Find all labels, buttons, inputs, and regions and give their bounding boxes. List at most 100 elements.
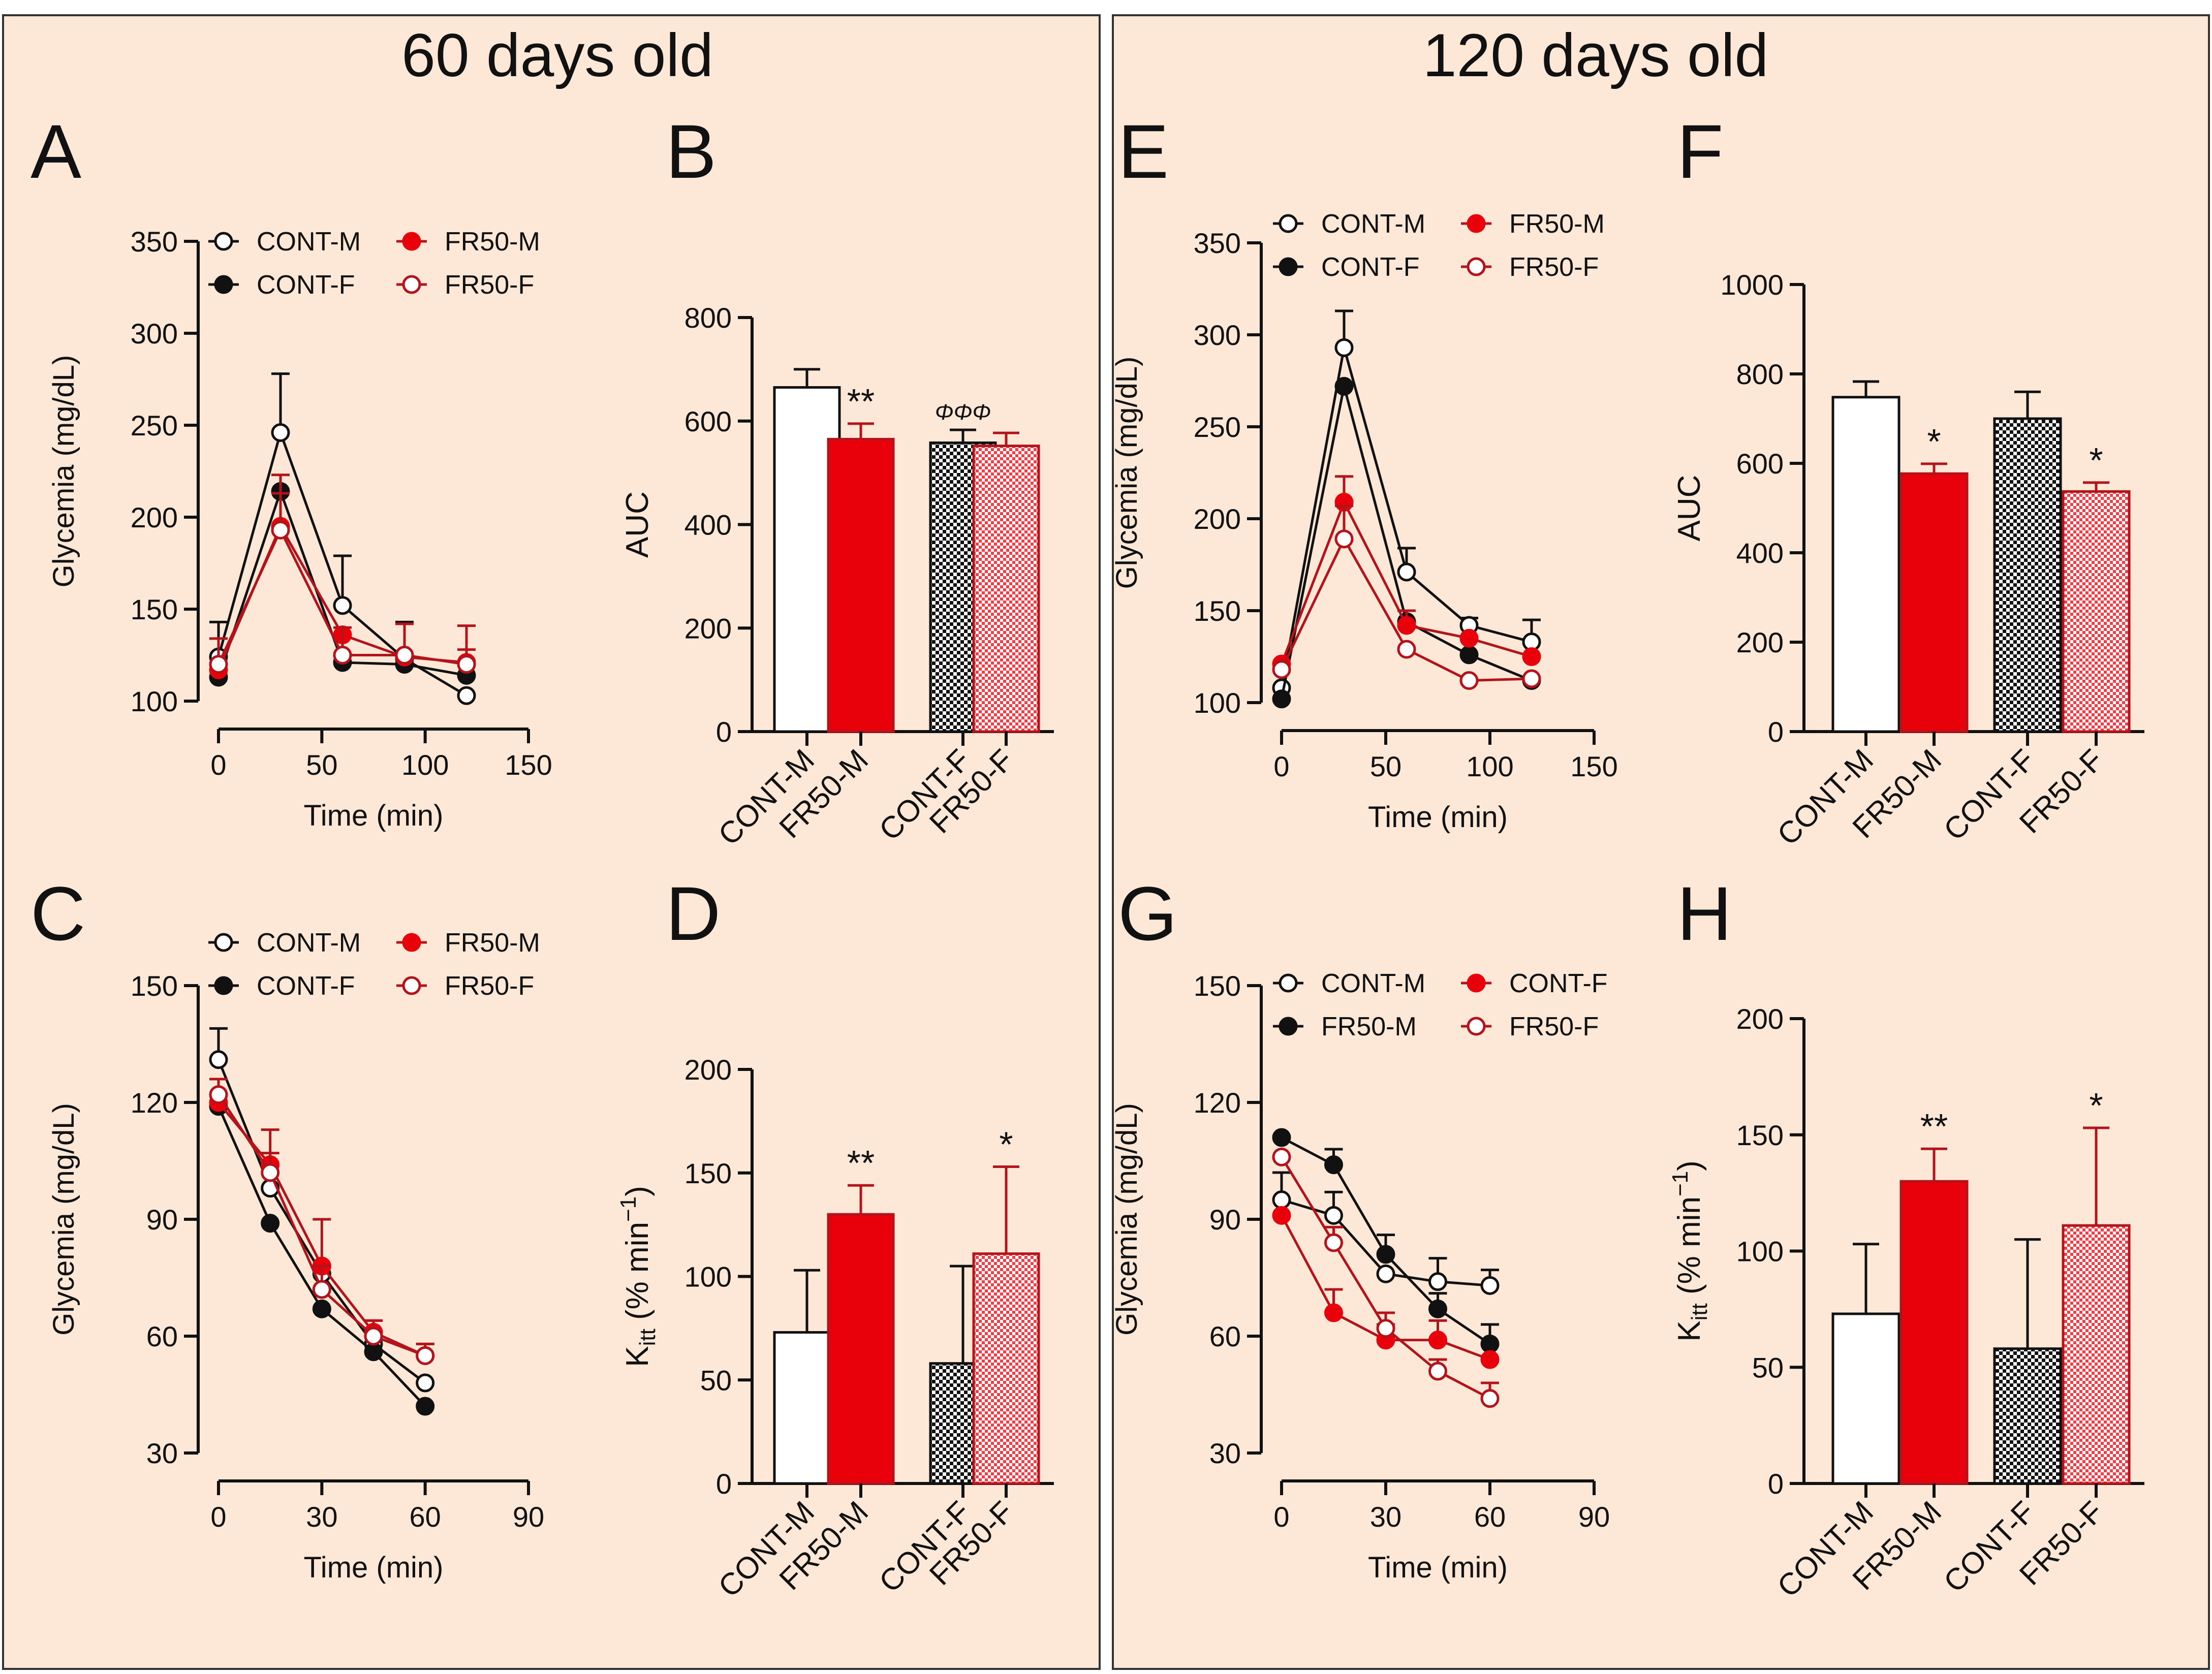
data-point <box>1428 1272 1447 1291</box>
panel-letter-C: C <box>30 871 85 956</box>
x-tick-label: 60 <box>1474 1501 1506 1533</box>
y-tick-label: 1000 <box>1720 269 1784 301</box>
bar-rect <box>1993 1347 2062 1485</box>
x-axis-label: Time (min) <box>304 1551 444 1584</box>
x-tick-label: 0 <box>210 749 226 781</box>
axes-A: 100 150 200 250 300 350 0 50 100 150 Time (min) Gly… <box>47 226 552 832</box>
legend-marker <box>1279 973 1298 993</box>
axes-D: 0 50 100 150 200 Kitt (% min−1) <box>616 1054 1054 1500</box>
data-point <box>1376 1264 1395 1283</box>
data-point <box>1334 338 1354 357</box>
y-tick-label: 200 <box>684 1054 732 1086</box>
significance-label: * <box>999 1125 1013 1164</box>
panel-letter-F: F <box>1677 109 1724 194</box>
data-point <box>1272 1147 1291 1166</box>
series-CONT-F <box>1272 1206 1500 1369</box>
y-tick-label: 400 <box>1736 537 1784 569</box>
data-point <box>1522 669 1541 688</box>
y-tick-label: 200 <box>131 501 178 533</box>
legend-marker <box>1279 1017 1298 1036</box>
legend-label: CONT-F <box>257 971 355 1001</box>
data-point <box>333 646 352 665</box>
x-tick-label: 100 <box>1466 750 1513 782</box>
significance-label: * <box>1927 422 1941 461</box>
chart-A: A 100 150 200 250 300 350 0 50 100 150 Time (min) Gl… <box>30 109 552 832</box>
legend-marker <box>402 232 421 251</box>
bar-rect <box>827 437 895 733</box>
axes-G: 30 60 90 120 150 0 30 60 90 Time (min) Glycemia (m… <box>1110 970 1610 1584</box>
panel-letter-E: E <box>1118 109 1169 194</box>
panel-letter-H: H <box>1677 871 1732 956</box>
legend-label: CONT-F <box>1509 969 1608 998</box>
y-axis-label: Glycemia (mg/dL) <box>1110 1103 1143 1336</box>
legend-marker <box>402 933 421 952</box>
data-point <box>1272 1206 1291 1225</box>
bar-rect <box>1831 1312 1901 1485</box>
bar-rect <box>1993 417 2062 733</box>
y-tick-label: 30 <box>146 1437 178 1469</box>
y-axis-label: Kitt (% min−1) <box>616 1186 660 1367</box>
data-point <box>1272 689 1291 709</box>
x-axis-label: Time (min) <box>304 799 444 832</box>
y-tick-label: 300 <box>131 318 178 350</box>
data-point <box>364 1342 383 1362</box>
x-tick-label: 90 <box>1578 1501 1610 1533</box>
y-tick-label: 60 <box>146 1320 178 1352</box>
data-point <box>261 1214 280 1233</box>
data-point <box>1428 1299 1447 1318</box>
y-tick-label: 350 <box>131 226 178 258</box>
significance-label: ** <box>847 382 875 421</box>
legend-label: FR50-F <box>1509 252 1599 282</box>
legend-marker <box>214 275 233 294</box>
y-tick-label: 100 <box>1736 1236 1784 1268</box>
legend-label: FR50-M <box>1509 209 1605 239</box>
y-tick-label: 800 <box>684 302 732 334</box>
data-point <box>1324 1155 1343 1175</box>
data-point <box>1459 628 1479 648</box>
y-tick-label: 150 <box>131 593 178 625</box>
data-point <box>312 1280 331 1299</box>
x-tick-label: 50 <box>306 749 337 781</box>
legend-label: FR50-F <box>445 270 534 300</box>
legend-label: FR50-M <box>445 227 540 257</box>
x-tick-label: 90 <box>513 1501 544 1533</box>
y-tick-label: 100 <box>131 685 178 717</box>
x-tick-label: 0 <box>1273 750 1289 782</box>
y-tick-label: 120 <box>131 1087 178 1119</box>
y-axis-label: AUC <box>620 491 655 558</box>
axes-B: 0 200 400 600 800 AUC <box>620 302 1054 748</box>
panel-letter-B: B <box>666 109 716 194</box>
legend-label: CONT-M <box>257 227 361 257</box>
y-tick-label: 200 <box>1194 503 1241 535</box>
data-point <box>1397 562 1416 582</box>
legend-marker <box>1279 214 1298 233</box>
data-point <box>416 1346 435 1365</box>
axes-E: 100 150 200 250 300 350 0 50 100 150 Time (min) Gly… <box>1110 227 1618 834</box>
y-tick-label: 150 <box>1736 1119 1784 1151</box>
bar-rect <box>1899 1180 1969 1485</box>
y-tick-label: 0 <box>1768 716 1784 748</box>
legend-label: CONT-M <box>1321 209 1425 239</box>
bar-rect <box>972 1252 1040 1485</box>
y-tick-label: 300 <box>1194 319 1241 351</box>
significance-label: ΦΦΦ <box>935 400 991 425</box>
legend-label: CONT-F <box>257 270 355 300</box>
data-point <box>312 1299 331 1318</box>
legend-marker <box>214 933 233 952</box>
legend-label: CONT-M <box>257 928 361 958</box>
data-point <box>1397 616 1416 635</box>
y-tick-label: 150 <box>1194 970 1241 1002</box>
y-tick-label: 200 <box>1736 1003 1784 1035</box>
y-tick-label: 250 <box>131 409 178 441</box>
x-axis-label: Time (min) <box>1368 801 1508 834</box>
y-tick-label: 120 <box>1194 1087 1241 1119</box>
bar-rect <box>2062 490 2131 733</box>
y-tick-label: 0 <box>1768 1468 1784 1500</box>
axes-F: 0 200 400 600 800 1000 AUC <box>1672 269 2144 748</box>
legend-label: FR50-F <box>445 971 534 1001</box>
legend-marker <box>1279 257 1298 276</box>
data-point <box>1459 645 1479 665</box>
x-tick-label: 60 <box>410 1501 441 1533</box>
series-CONT-M <box>1272 1171 1500 1295</box>
